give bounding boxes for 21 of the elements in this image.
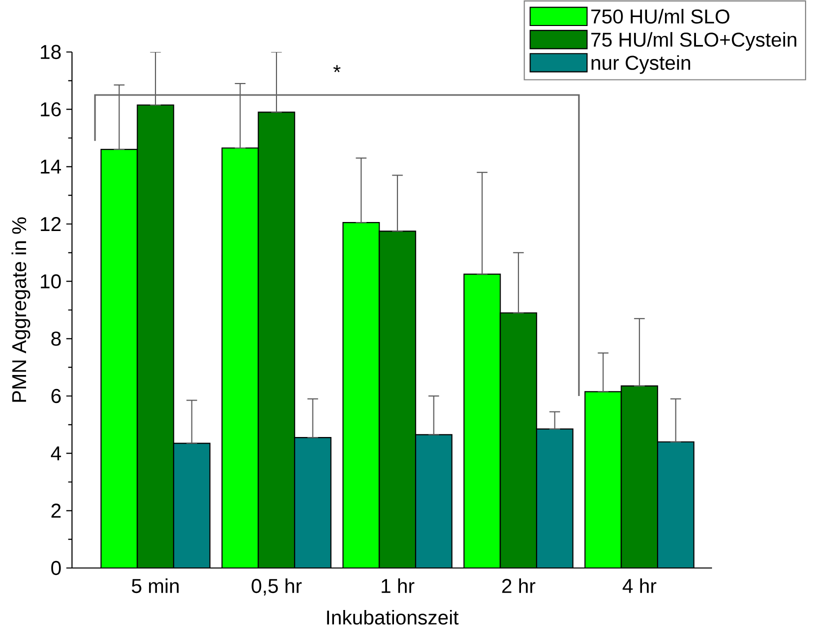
x-tick-label: 1 hr <box>382 578 414 593</box>
legend-label: 75 HU/ml SLO+Cystein <box>591 32 796 51</box>
y-tick-label: 12 <box>40 217 61 231</box>
y-tick-label: 6 <box>52 388 61 404</box>
y-tick-label: 14 <box>40 160 62 174</box>
y-tick-label: 4 <box>50 446 62 460</box>
annotation: * <box>333 65 341 72</box>
y-tick-label: 10 <box>40 274 61 288</box>
x-tick-label: 4 hr <box>622 578 656 593</box>
x-tick-label: 0,5 hr <box>252 578 302 596</box>
y-tick-label: 8 <box>51 332 61 346</box>
y-tick-label: 2 <box>51 504 61 518</box>
y-tick-label: 18 <box>40 44 61 60</box>
x-tick-label: 5 min <box>132 578 179 594</box>
y-axis-title: PMN Aggregate in % <box>12 217 30 402</box>
y-tick-label: 0 <box>51 560 61 576</box>
y-tick-label: 16 <box>40 102 61 116</box>
legend-label: nur Cystein <box>592 55 690 74</box>
x-axis-title: Inkubationszeit <box>327 610 459 625</box>
legend-label: 750 HU/ml SLO <box>591 8 730 24</box>
x-tick-label: 2 hr <box>502 578 536 593</box>
